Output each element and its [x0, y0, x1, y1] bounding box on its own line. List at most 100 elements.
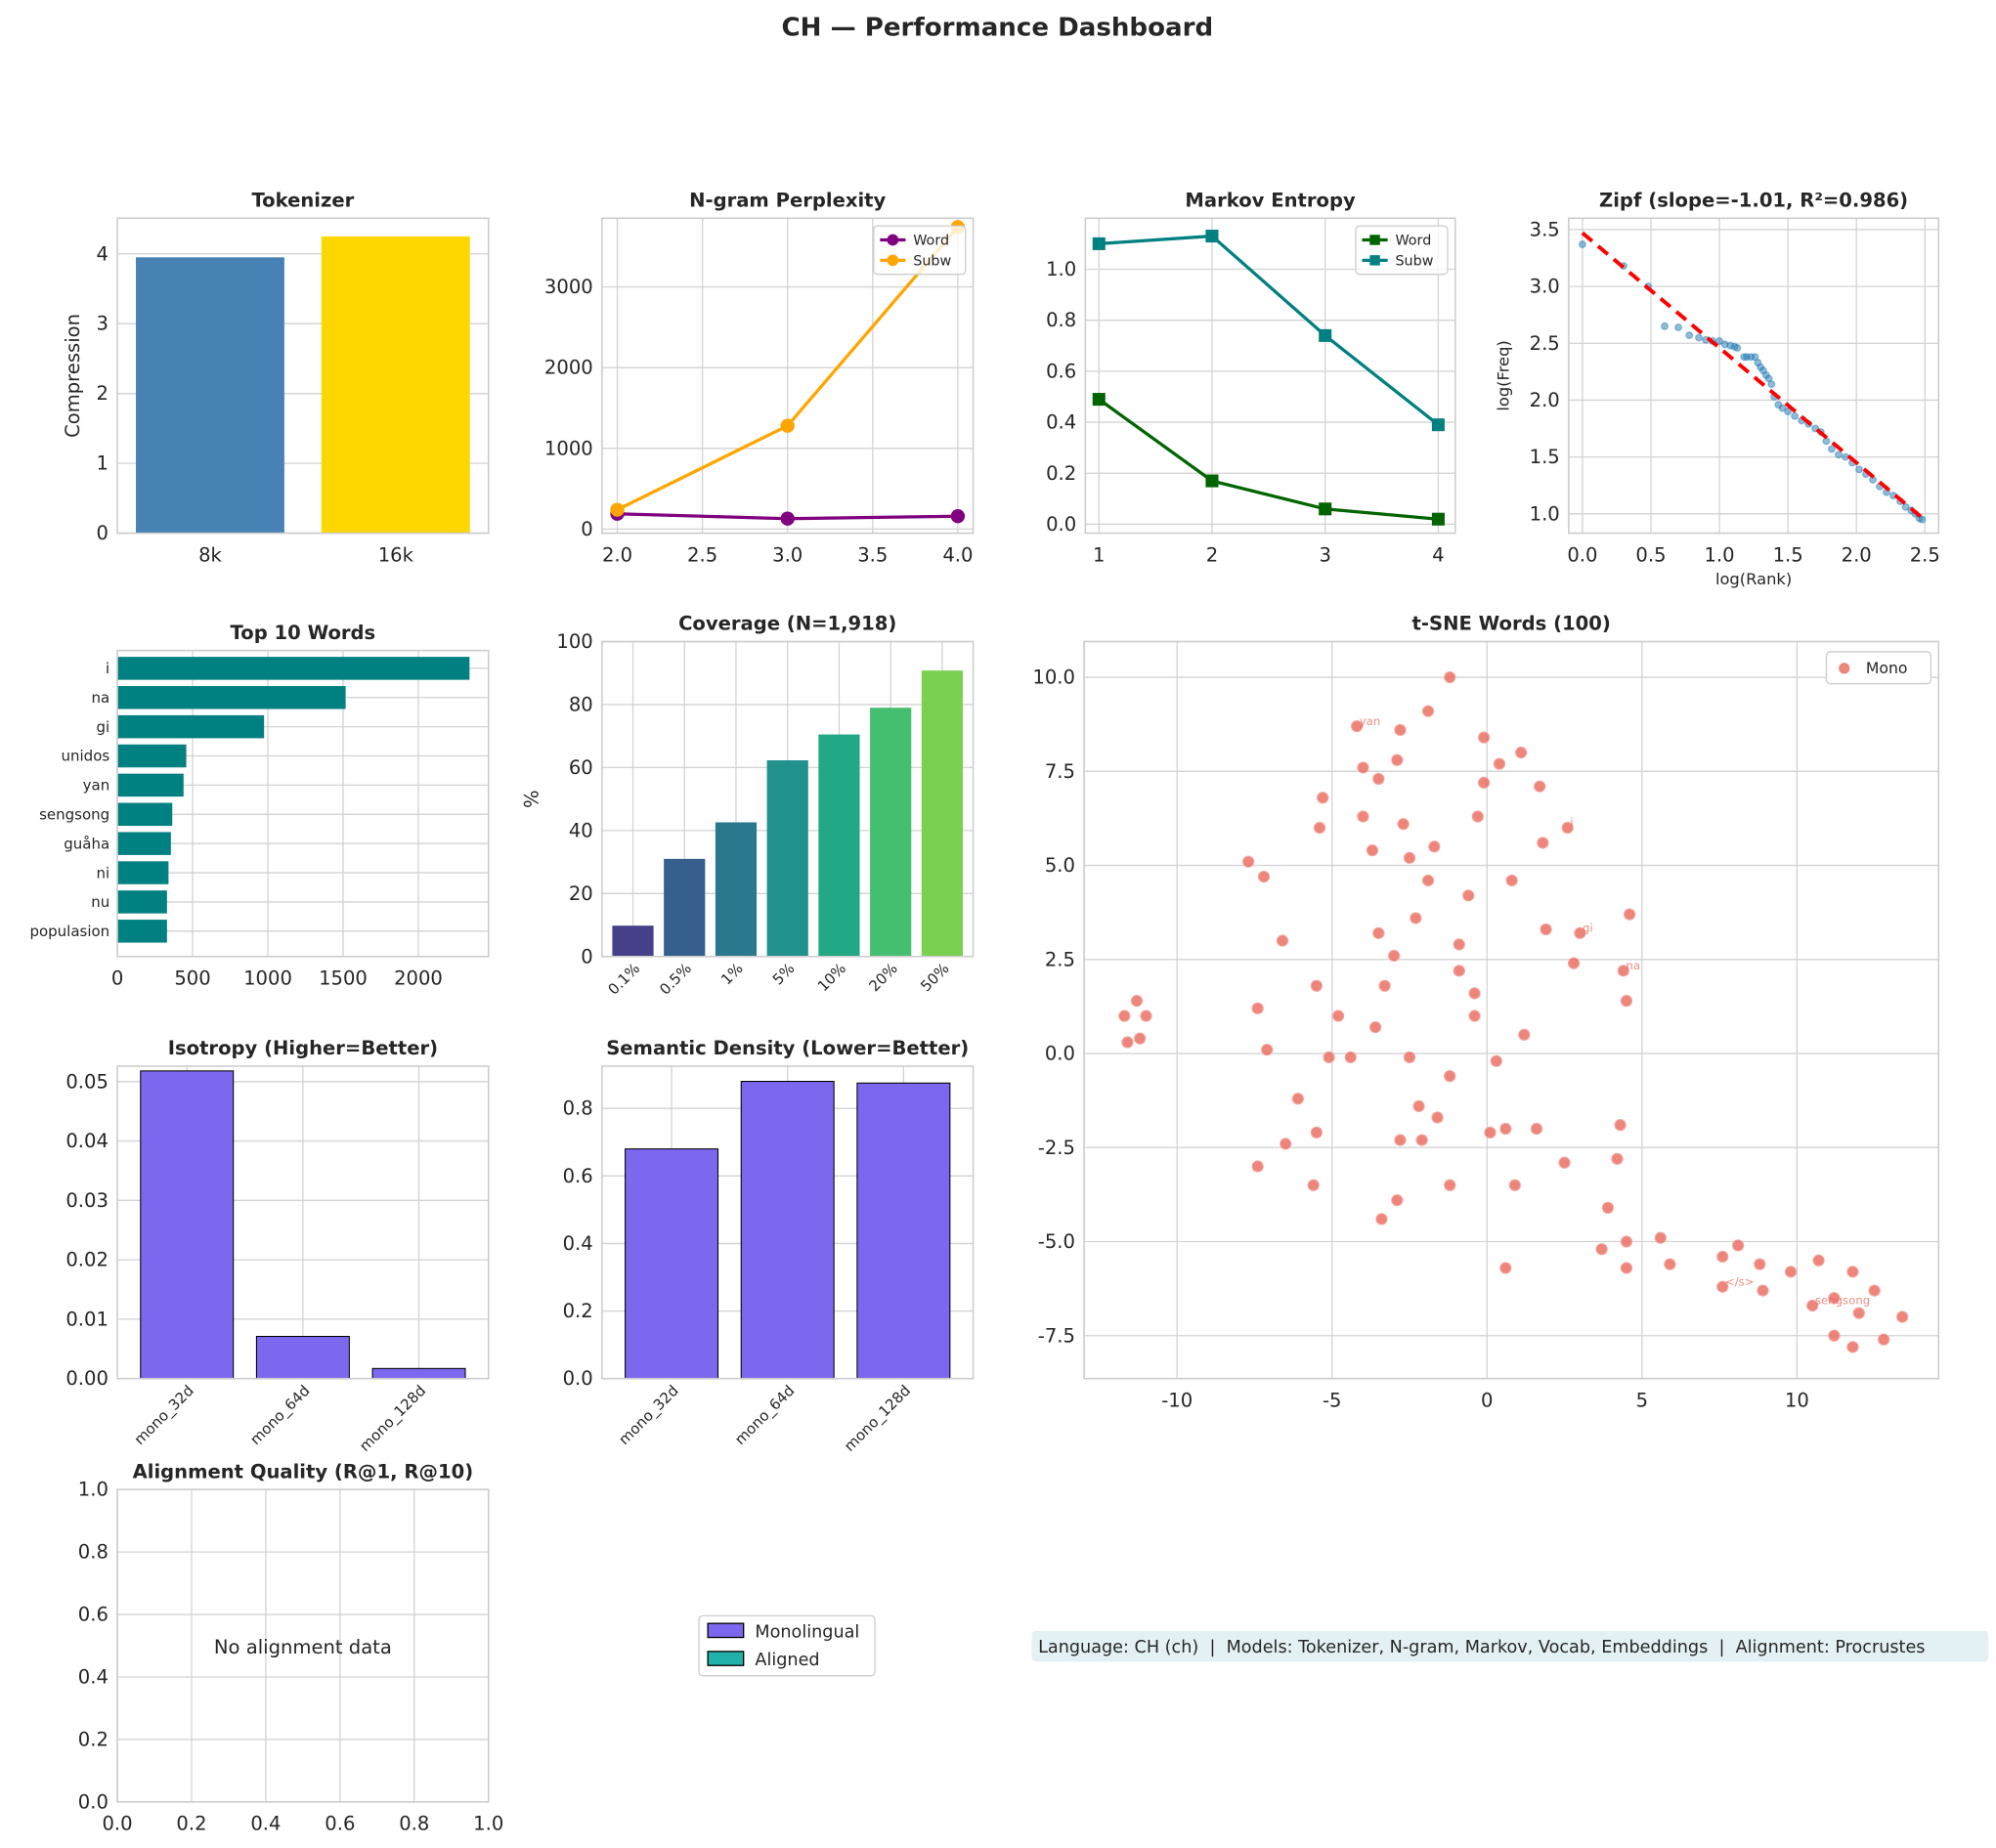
y-tick-label: guåha	[64, 835, 109, 852]
data-point	[1291, 1093, 1304, 1105]
data-point	[1685, 331, 1694, 340]
y-tick-label: 1.5	[1530, 446, 1560, 468]
point-label: sengsong	[1815, 1294, 1870, 1308]
data-point	[1403, 1051, 1416, 1064]
data-point	[1834, 451, 1844, 459]
data-point	[1806, 1299, 1819, 1312]
y-tick-label: 1.0	[1046, 258, 1076, 280]
y-tick-label: na	[92, 689, 110, 707]
legend-marker	[887, 254, 899, 267]
x-tick-label: 0.0	[1567, 543, 1597, 566]
data-point	[1530, 1122, 1543, 1136]
chart-title: Alignment Quality (R@1, R@10)	[133, 1460, 474, 1483]
data-point	[1716, 1250, 1729, 1264]
x-tick-label: mono_128d	[841, 1382, 915, 1456]
data-point	[1357, 810, 1369, 823]
data-point	[1421, 874, 1435, 887]
y-tick-label: ni	[97, 864, 110, 881]
y-axis-label: Compression	[62, 314, 84, 438]
chart-title: Zipf (slope=-1.01, R²=0.986)	[1599, 190, 1908, 212]
legend-marker	[1369, 255, 1380, 266]
data-point	[1620, 995, 1633, 1008]
data-point	[1468, 987, 1481, 1000]
x-tick-label: 50%	[917, 960, 952, 995]
data-point	[1431, 418, 1445, 432]
x-tick-label: -5	[1323, 1389, 1342, 1411]
x-tick-label: 2.5	[1910, 543, 1940, 566]
data-point	[1403, 851, 1416, 864]
bar-mono_64d	[255, 1335, 350, 1380]
axes-frame	[116, 1488, 490, 1803]
bar-guåha	[117, 832, 171, 855]
y-tick-label: 0.03	[65, 1189, 108, 1212]
legend-marker	[1369, 235, 1380, 245]
x-tick-label: mono_64d	[731, 1382, 799, 1449]
data-point	[1261, 1044, 1274, 1056]
bar-8k	[136, 257, 284, 534]
x-tick-label: 0.1%	[604, 960, 643, 999]
data-point	[1357, 761, 1369, 774]
data-point	[1751, 353, 1759, 362]
x-tick-label: 2.0	[1842, 543, 1872, 566]
panel-ngram: N-gram Perplexity 0 1000 2000 3000 2.0 2.5 3.0 3…	[544, 190, 975, 566]
point-label: gi	[1583, 922, 1593, 935]
bar-nu	[117, 890, 167, 914]
data-point	[1251, 1160, 1264, 1173]
data-point	[1827, 445, 1837, 453]
data-point	[1664, 1258, 1676, 1270]
y-tick-label: 0.6	[563, 1165, 593, 1187]
y-tick-label: 2000	[544, 357, 593, 379]
data-point	[1323, 1051, 1335, 1064]
data-point	[1822, 437, 1831, 446]
y-tick-label: 60	[569, 756, 593, 779]
data-point	[1257, 870, 1271, 883]
x-tick-label: mono_32d	[131, 1382, 198, 1449]
x-tick-label: 1000	[243, 967, 292, 989]
y-tick-label: 10.0	[1032, 666, 1075, 689]
data-point	[1378, 979, 1391, 992]
y-tick-label: -5.0	[1038, 1230, 1075, 1253]
data-point	[1391, 1194, 1404, 1207]
data-point	[780, 418, 795, 433]
data-point	[1754, 1258, 1766, 1270]
data-point	[1276, 934, 1289, 947]
y-tick-label: 0.2	[78, 1728, 108, 1750]
data-point	[1540, 923, 1552, 936]
x-tick-label: 10%	[814, 960, 849, 995]
data-point	[1918, 515, 1927, 524]
y-tick-label: 0	[581, 945, 592, 967]
y-tick-label: 0.05	[65, 1070, 108, 1093]
data-point	[1444, 1179, 1456, 1191]
x-tick-label: 20%	[866, 960, 901, 995]
data-point	[1854, 465, 1864, 474]
x-tick-label: 2.5	[687, 543, 717, 566]
plot-area	[1084, 641, 1939, 1379]
data-point	[1391, 753, 1404, 766]
x-tick-label: 0.2	[176, 1813, 206, 1835]
x-tick-label: mono_32d	[615, 1382, 682, 1449]
data-point	[1118, 1010, 1131, 1022]
y-tick-label: 0.2	[563, 1300, 593, 1322]
y-tick-label: 0.8	[78, 1541, 108, 1564]
x-tick-label: 1500	[319, 967, 368, 989]
x-tick-label: 3.0	[772, 543, 803, 566]
data-point	[1205, 474, 1219, 488]
y-tick-label: 40	[569, 819, 593, 841]
data-point	[1896, 1311, 1909, 1323]
data-point	[1415, 1134, 1428, 1146]
data-point	[1852, 1307, 1865, 1319]
data-point	[1134, 1032, 1147, 1045]
x-tick-label: 5%	[769, 960, 799, 989]
data-point	[1767, 380, 1776, 389]
data-point	[1313, 821, 1326, 835]
y-tick-label: 2	[96, 382, 108, 405]
y-tick-label: gi	[97, 718, 110, 736]
data-point	[1505, 874, 1518, 887]
data-point	[1518, 1028, 1531, 1041]
x-tick-label: 0.6	[325, 1813, 355, 1835]
axes-frame	[601, 640, 975, 958]
legend-swatch-aligned	[707, 1651, 745, 1666]
series-line-subw	[1099, 234, 1440, 426]
legend-marker	[1839, 663, 1850, 674]
